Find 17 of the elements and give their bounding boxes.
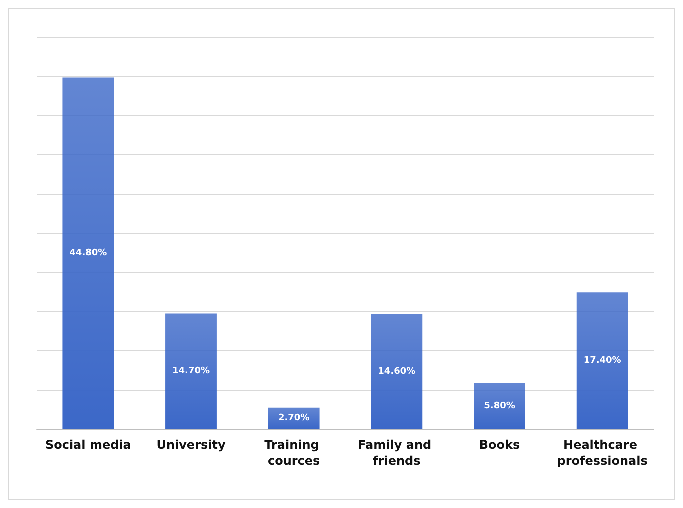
x-tick-label: Books bbox=[479, 438, 520, 452]
data-label: 5.80% bbox=[484, 401, 516, 412]
x-tick-label: Healthcare professionals bbox=[557, 438, 648, 468]
x-tick-label: Training cources bbox=[264, 438, 324, 468]
bar bbox=[474, 384, 526, 429]
x-tick-label: Social media bbox=[45, 438, 132, 452]
data-label: 17.40% bbox=[584, 356, 622, 366]
data-label: 2.70% bbox=[278, 413, 310, 424]
x-tick-label: University bbox=[156, 438, 226, 452]
data-label: 44.80% bbox=[70, 248, 108, 258]
bar bbox=[576, 292, 628, 429]
x-tick-label: Family and friends bbox=[358, 438, 436, 468]
bar bbox=[371, 314, 423, 429]
bar bbox=[166, 314, 217, 429]
data-label: 14.70% bbox=[172, 366, 210, 376]
bar bbox=[62, 78, 114, 429]
data-label: 14.60% bbox=[378, 366, 416, 377]
